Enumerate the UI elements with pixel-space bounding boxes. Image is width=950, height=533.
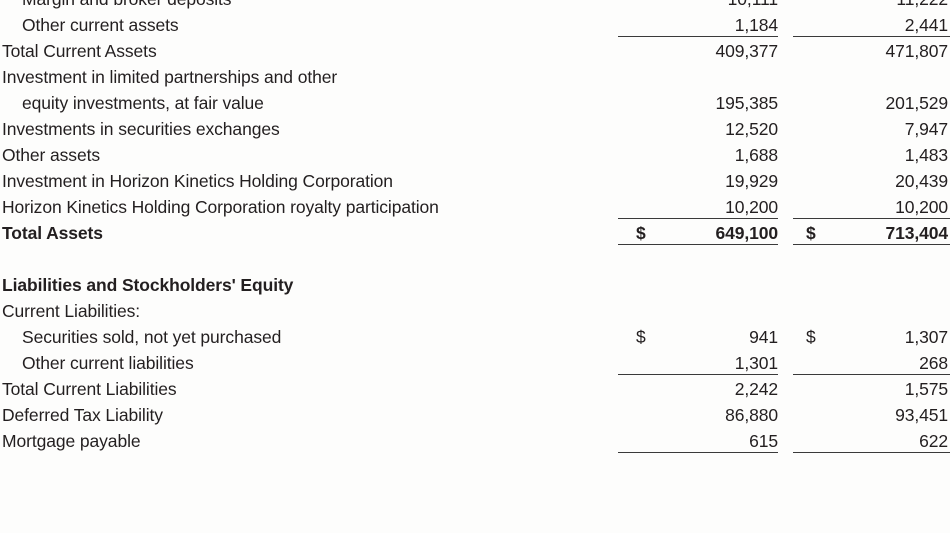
row-value-col1: 2,242 <box>734 379 778 399</box>
row-value-col2: 713,404 <box>885 223 948 243</box>
table-row: Margin and broker deposits 10,111 11,222 <box>0 0 950 12</box>
table-row: Investment in limited partnerships and o… <box>0 64 950 90</box>
table-row: Mortgage payable 615 622 <box>0 428 950 454</box>
table-row: Other current assets 1,184 2,441 <box>0 12 950 38</box>
table-row: Investment in Horizon Kinetics Holding C… <box>0 168 950 194</box>
row-value-col1: 12,520 <box>725 119 778 139</box>
row-value-col1: 409,377 <box>715 41 778 61</box>
column-rule <box>618 218 778 219</box>
table-row: Investments in securities exchanges 12,52… <box>0 116 950 142</box>
currency-symbol-col1: $ <box>636 223 646 243</box>
row-label: Other current liabilities <box>22 353 194 373</box>
row-value-col1: 195,385 <box>715 93 778 113</box>
row-label: Margin and broker deposits <box>22 0 232 12</box>
row-label: Securities sold, not yet purchased <box>22 327 282 347</box>
column-rule <box>618 452 778 453</box>
table-row: Total Assets $ $649,100 713,404 <box>0 220 950 246</box>
row-value-col2: 1,483 <box>904 145 948 165</box>
row-value-col1: 1,184 <box>734 15 778 35</box>
row-value-col1: 649,100 <box>715 223 778 243</box>
column-rule <box>618 374 778 375</box>
table-row: Total Current Assets 409,377 471,807 <box>0 38 950 64</box>
row-label: Current Liabilities: <box>2 301 141 321</box>
row-value-col2: 622 <box>919 431 948 451</box>
table-row: Deferred Tax Liability 86,880 93,451 <box>0 402 950 428</box>
row-value-col1: 86,880 <box>725 405 778 425</box>
table-row: Current Liabilities: <box>0 298 950 324</box>
section-gap <box>0 246 950 272</box>
column-rule <box>793 452 950 453</box>
row-value-col2: 20,439 <box>895 171 948 191</box>
row-value-col2: 268 <box>919 353 948 373</box>
row-label: Liabilities and Stockholders' Equity <box>2 275 294 295</box>
balance-sheet: Margin and broker deposits10,11111,222Ot… <box>0 0 950 454</box>
row-label: Other assets <box>2 145 101 165</box>
row-label: Total Assets <box>2 223 103 243</box>
row-label: Total Current Assets <box>2 41 157 61</box>
table-row: Other current liabilities 1,301 268 <box>0 350 950 376</box>
row-label: Investment in limited partnerships and o… <box>2 67 338 87</box>
column-rule <box>793 36 950 37</box>
row-value-col1: 10,200 <box>725 197 778 217</box>
row-label: Investment in Horizon Kinetics Holding C… <box>2 171 393 191</box>
column-rule <box>793 244 950 245</box>
row-value-col1: 941 <box>749 327 778 347</box>
row-value-col2: 10,200 <box>895 197 948 217</box>
row-label: Mortgage payable <box>2 431 141 451</box>
row-value-col1: 19,929 <box>725 171 778 191</box>
currency-symbol-col2: $ <box>806 327 816 347</box>
row-value-col2: 7,947 <box>904 119 948 139</box>
row-value-col1: 1,301 <box>734 353 778 373</box>
row-value-col2: 1,575 <box>904 379 948 399</box>
table-row: equity investments, at fair value 195,385… <box>0 90 950 116</box>
table-row: Total Current Liabilities 2,242 1,575 <box>0 376 950 402</box>
row-label: Deferred Tax Liability <box>2 405 163 425</box>
row-label: Investments in securities exchanges <box>2 119 280 139</box>
column-rule <box>618 244 778 245</box>
row-label: Other current assets <box>22 15 179 35</box>
currency-symbol-col2: $ <box>806 223 816 243</box>
row-value-col2: 93,451 <box>895 405 948 425</box>
row-value-col1: 1,688 <box>734 145 778 165</box>
row-label: Horizon Kinetics Holding Corporation roy… <box>2 197 439 217</box>
table-row: Liabilities and Stockholders' Equity <box>0 272 950 298</box>
row-value-col2: 1,307 <box>904 327 948 347</box>
row-value-col2: 471,807 <box>885 41 948 61</box>
row-label: Total Current Liabilities <box>2 379 177 399</box>
row-value-col2: 201,529 <box>885 93 948 113</box>
column-rule <box>793 218 950 219</box>
table-row: Securities sold, not yet purchased $ $941 1… <box>0 324 950 350</box>
column-rule <box>793 374 950 375</box>
currency-symbol-col1: $ <box>636 327 646 347</box>
table-row: Horizon Kinetics Holding Corporation roy… <box>0 194 950 220</box>
row-label: equity investments, at fair value <box>22 93 264 113</box>
row-value-col2: 11,222 <box>798 0 948 12</box>
row-value-col2: 2,441 <box>904 15 948 35</box>
row-value-col1: 615 <box>749 431 778 451</box>
column-rule <box>618 36 778 37</box>
row-value-col1: 10,111 <box>628 0 778 12</box>
table-row: Other assets 1,688 1,483 <box>0 142 950 168</box>
